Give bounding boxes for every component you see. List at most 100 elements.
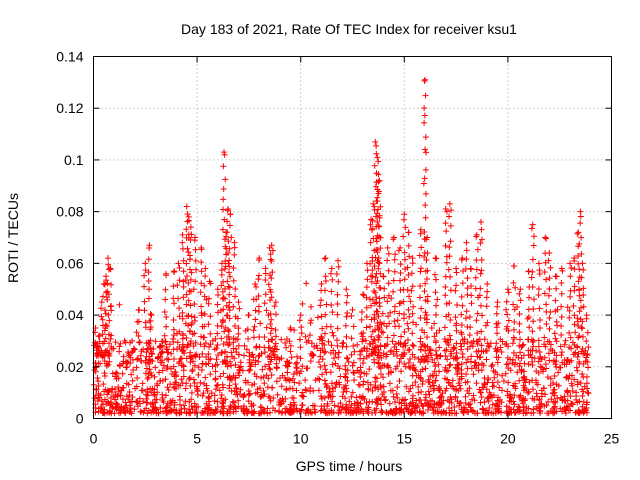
data-point [447,348,454,355]
data-point [363,304,370,311]
data-point [360,378,367,385]
data-point [410,303,417,310]
data-point [328,342,335,349]
data-point [457,385,464,392]
data-point [478,226,485,233]
data-point [358,347,365,354]
data-point [373,238,380,245]
data-point [263,307,270,314]
data-point [93,352,100,359]
data-point [117,406,124,413]
data-point [225,342,232,349]
data-point [328,398,335,405]
data-point [434,296,441,303]
data-point [321,330,328,337]
data-point [267,310,274,317]
data-point [173,410,180,417]
data-point [541,290,548,297]
data-point [424,250,431,257]
data-point [395,247,402,254]
data-point [474,341,481,348]
data-point [373,405,380,412]
data-point [409,319,416,326]
data-point [585,344,592,351]
data-point [480,384,487,391]
data-point [409,260,416,267]
data-point [359,333,366,340]
data-point [149,385,156,392]
data-point [417,265,424,272]
data-point [504,311,511,318]
data-point [333,270,340,277]
data-point [369,398,376,405]
data-point [541,269,548,276]
data-point [416,294,423,301]
data-point [383,351,390,358]
data-point [517,392,524,399]
data-point [187,302,194,309]
data-point [389,338,396,345]
data-point [410,342,417,349]
data-point [375,336,382,343]
data-point [382,396,389,403]
data-point [260,392,267,399]
data-point [117,392,124,399]
data-point [569,387,576,394]
data-point [385,313,392,320]
data-point [340,384,347,391]
data-point [334,300,341,307]
data-point [105,311,112,318]
data-point [101,338,108,345]
data-point [468,265,475,272]
data-point [202,408,209,415]
data-point [294,407,301,414]
data-point [235,330,242,337]
data-point [157,350,164,357]
data-point [400,397,407,404]
data-point [191,362,198,369]
data-point [378,384,385,391]
data-point [144,392,151,399]
data-point [211,397,218,404]
data-point [401,360,408,367]
data-point [102,386,109,393]
data-point [433,401,440,408]
data-point [401,328,408,335]
data-point [441,324,448,331]
data-point [436,394,443,401]
data-point [232,381,239,388]
data-point [477,240,484,247]
data-point [568,264,575,271]
data-point [418,343,425,350]
data-point [224,229,231,236]
data-point [105,291,112,298]
data-point [436,404,443,411]
data-point [376,334,383,341]
data-point [252,307,259,314]
data-point [445,266,452,273]
data-point [421,112,428,119]
data-point [96,332,103,339]
data-point [580,360,587,367]
x-tick-label: 25 [604,431,620,447]
data-point [162,405,169,412]
data-point [442,206,449,213]
data-point [185,297,192,304]
data-point [566,344,573,351]
data-point [436,344,443,351]
data-point [384,334,391,341]
data-point [127,405,134,412]
data-point [547,264,554,271]
data-point [191,237,198,244]
data-point [128,371,135,378]
data-point [396,300,403,307]
data-point [189,366,196,373]
data-point [298,324,305,331]
data-point [190,286,197,293]
data-point [162,286,169,293]
data-point [340,388,347,395]
data-point [140,398,147,405]
data-point [405,359,412,366]
data-point [345,358,352,365]
data-point [442,220,449,227]
